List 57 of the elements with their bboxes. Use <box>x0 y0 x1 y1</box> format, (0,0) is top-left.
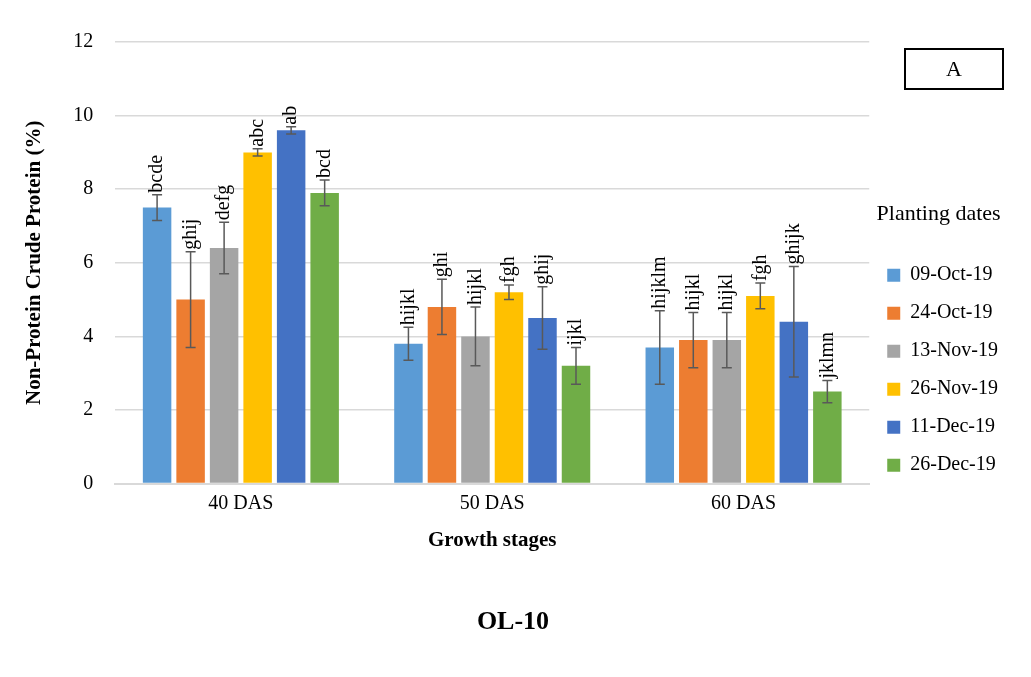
legend-label: 09-Oct-19 <box>910 262 993 285</box>
x-axis-title: Growth stages <box>427 526 557 551</box>
legend-label: 24-Oct-19 <box>910 300 993 323</box>
bar <box>176 299 205 483</box>
bar <box>746 295 775 483</box>
data-label: bcd <box>311 149 334 178</box>
x-tick-label: 50 DAS <box>459 490 525 513</box>
bar <box>142 207 172 483</box>
data-label: ghij <box>529 253 553 285</box>
bar <box>779 321 809 483</box>
bar <box>310 192 339 483</box>
y-tick-label: 8 <box>83 176 94 199</box>
data-label: ijkl <box>563 318 587 346</box>
y-tick-label: 12 <box>73 29 94 52</box>
y-tick-label: 4 <box>83 323 94 346</box>
bar <box>494 292 524 483</box>
data-label: ghij <box>177 218 201 250</box>
bar <box>427 306 457 483</box>
data-label: ghi <box>429 251 453 278</box>
data-label: hijkl <box>714 273 738 311</box>
legend-label: 26-Nov-19 <box>910 376 998 399</box>
data-label: defg <box>211 184 235 221</box>
legend-label: 26-Dec-19 <box>910 452 996 475</box>
text: A <box>904 48 1004 90</box>
data-label: hijkl <box>680 273 704 311</box>
y-axis-title: Non-Protein Crude Protein (%) <box>21 120 46 406</box>
bar <box>276 130 306 483</box>
x-tick-label: 40 DAS <box>208 490 274 513</box>
y-tick-label: 2 <box>83 397 94 420</box>
y-tick-label: 0 <box>83 470 94 493</box>
bar <box>561 365 591 483</box>
legend-label: 11-Dec-19 <box>910 414 996 437</box>
data-label: ghijk <box>781 223 805 265</box>
bar <box>813 391 842 483</box>
data-label: jklmn <box>814 331 838 380</box>
legend-title: Planting dates <box>876 199 1001 225</box>
data-label: fgh <box>496 256 520 283</box>
y-tick-label: 6 <box>83 250 94 273</box>
data-label: hijklm <box>647 255 671 309</box>
bar <box>394 343 423 483</box>
bar <box>209 248 239 483</box>
data-label: bcde <box>144 154 167 193</box>
legend-label: 13-Nov-19 <box>910 338 998 361</box>
bar <box>528 318 557 483</box>
text: OL-10 <box>476 606 550 636</box>
x-tick-label: 60 DAS <box>711 490 777 513</box>
bar <box>243 152 272 483</box>
bar <box>461 336 490 483</box>
data-label: abc <box>244 118 267 147</box>
data-label: hijkl <box>462 267 486 305</box>
bar <box>679 340 708 483</box>
bar <box>712 340 742 483</box>
y-tick-label: 10 <box>73 102 94 125</box>
data-label: fgh <box>747 254 771 282</box>
bar <box>645 347 675 483</box>
data-label: hijkl <box>395 288 419 326</box>
data-label: ab <box>278 105 301 125</box>
